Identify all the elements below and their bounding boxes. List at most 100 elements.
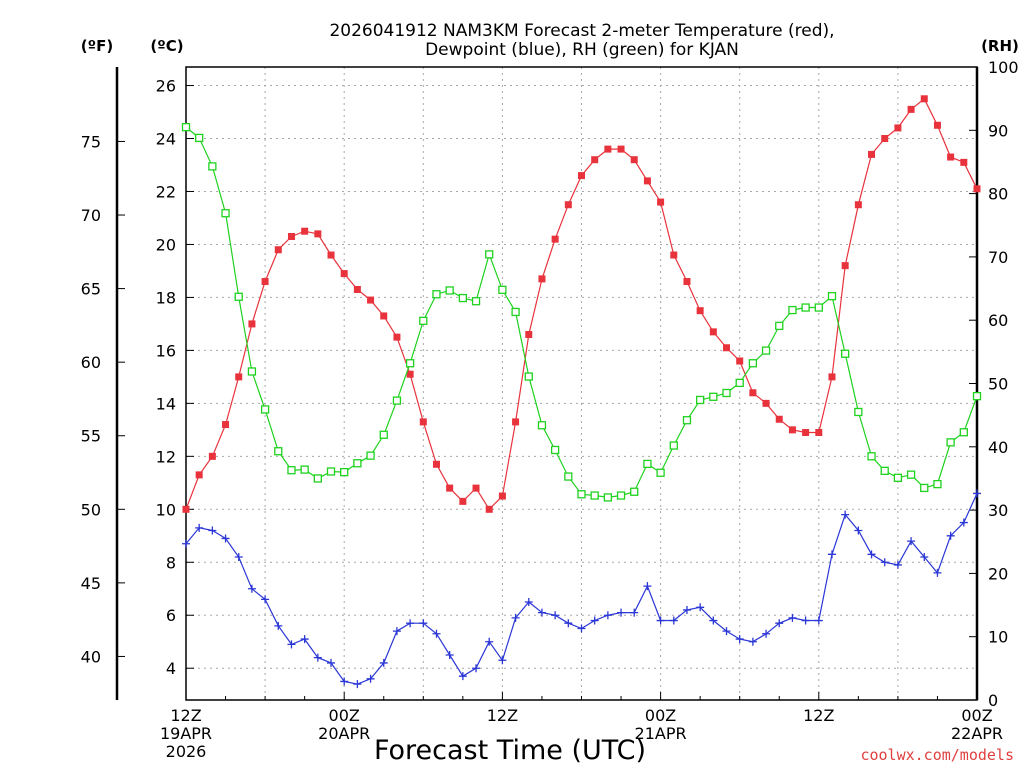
celsius-unit-label: (ºC) xyxy=(150,37,183,55)
dewpoint-point xyxy=(472,664,481,673)
chart-title-line2: Dewpoint (blue), RH (green) for KJAN xyxy=(425,40,739,60)
dewpoint-point xyxy=(524,598,533,607)
rh-point xyxy=(195,133,204,143)
dewpoint-point xyxy=(590,616,599,625)
rh-point xyxy=(550,445,560,455)
temperature-point xyxy=(881,135,889,143)
dewpoint-point xyxy=(366,674,375,683)
rh-point xyxy=(709,392,718,401)
temperature-point xyxy=(406,370,414,378)
rh-point xyxy=(577,490,586,499)
temperature-point xyxy=(538,275,546,283)
temperature-point xyxy=(933,121,941,129)
temperature-point xyxy=(551,235,559,243)
temperature-point xyxy=(643,177,651,185)
temperature-point xyxy=(907,105,915,113)
rh-point xyxy=(933,479,942,489)
x-tick-label: 00Z xyxy=(329,706,360,725)
rh-point xyxy=(208,162,217,171)
rh-point xyxy=(854,407,863,417)
dewpoint-point xyxy=(379,658,388,667)
series-line xyxy=(185,97,978,511)
series-2-meter-temperature xyxy=(182,95,981,513)
rh-point xyxy=(524,372,533,381)
dewpoint-point xyxy=(788,613,797,622)
fahrenheit-tick-label: 50 xyxy=(81,500,101,519)
rh-unit-label: (RH) xyxy=(981,37,1019,55)
dewpoint-point xyxy=(195,523,204,532)
fahrenheit-tick-label: 40 xyxy=(81,647,101,666)
dewpoint-point xyxy=(221,534,230,543)
x-tick-label: 2026 xyxy=(166,742,207,761)
axis-ticks: 4 6 8 10 12 14 16 18 20 22 24 26 40 45 50 55 60 65 70 75 0 10… xyxy=(81,58,1019,761)
temperature-point xyxy=(208,452,216,460)
dewpoint-point xyxy=(854,526,863,535)
fahrenheit-tick-label: 70 xyxy=(81,206,101,225)
dewpoint-point xyxy=(419,619,428,628)
rh-point xyxy=(471,297,481,306)
temperature-point xyxy=(485,505,493,513)
rh-point xyxy=(234,292,243,301)
rh-point xyxy=(946,438,955,447)
celsius-tick-label: 10 xyxy=(156,500,176,519)
temperature-point xyxy=(591,156,599,164)
x-tick-label: 19APR xyxy=(160,724,212,743)
rh-point xyxy=(893,473,903,482)
celsius-tick-label: 12 xyxy=(156,447,176,466)
temperature-point xyxy=(195,471,203,479)
temperature-point xyxy=(749,389,757,397)
temperature-point xyxy=(802,428,810,436)
celsius-tick-label: 4 xyxy=(166,659,176,678)
rh-point xyxy=(880,466,889,476)
dewpoint-point xyxy=(630,608,639,617)
rh-tick-label: 60 xyxy=(988,311,1008,330)
dewpoint-point xyxy=(669,616,678,625)
rh-point xyxy=(630,487,639,496)
rh-tick-label: 70 xyxy=(988,248,1008,267)
temperature-point xyxy=(920,95,928,103)
temperature-point xyxy=(353,285,361,293)
temperature-point xyxy=(868,150,876,158)
rh-point xyxy=(669,441,678,450)
dewpoint-point xyxy=(827,550,836,559)
temperature-point xyxy=(670,251,678,259)
temperature-point xyxy=(815,428,823,436)
rh-point xyxy=(392,396,402,405)
rh-point xyxy=(511,307,520,317)
temperature-point xyxy=(894,124,902,132)
dewpoint-point xyxy=(537,608,546,617)
dewpoint-point xyxy=(340,677,349,686)
rh-point xyxy=(313,474,322,483)
dewpoint-point xyxy=(920,552,929,561)
dewpoint-point xyxy=(234,552,243,561)
rh-point xyxy=(920,483,929,493)
rh-point xyxy=(972,392,982,401)
temperature-point xyxy=(327,251,335,259)
x-axis-title: Forecast Time (UTC) xyxy=(374,735,646,766)
dewpoint-point xyxy=(801,616,810,625)
rh-point xyxy=(419,316,428,325)
celsius-tick-label: 6 xyxy=(166,606,176,625)
rh-point xyxy=(300,465,309,474)
rh-tick-label: 20 xyxy=(988,564,1008,583)
dewpoint-point xyxy=(274,621,283,630)
rh-point xyxy=(603,493,613,502)
dewpoint-point xyxy=(709,616,718,625)
temperature-point xyxy=(960,158,968,166)
temperature-point xyxy=(248,320,256,328)
fahrenheit-tick-label: 65 xyxy=(81,280,101,299)
dewpoint-point xyxy=(907,537,916,546)
temperature-point xyxy=(301,227,309,235)
dewpoint-point xyxy=(973,489,981,498)
temperature-point xyxy=(419,418,427,426)
temperature-point xyxy=(261,278,269,286)
rh-point xyxy=(432,290,441,299)
rh-point xyxy=(445,286,454,295)
temperature-point xyxy=(446,484,454,492)
temperature-point xyxy=(380,312,388,320)
dewpoint-point xyxy=(577,624,586,633)
celsius-tick-label: 20 xyxy=(156,235,176,254)
x-tick-label: 21APR xyxy=(635,724,687,743)
dewpoint-point xyxy=(485,637,494,646)
rh-point xyxy=(814,303,823,312)
